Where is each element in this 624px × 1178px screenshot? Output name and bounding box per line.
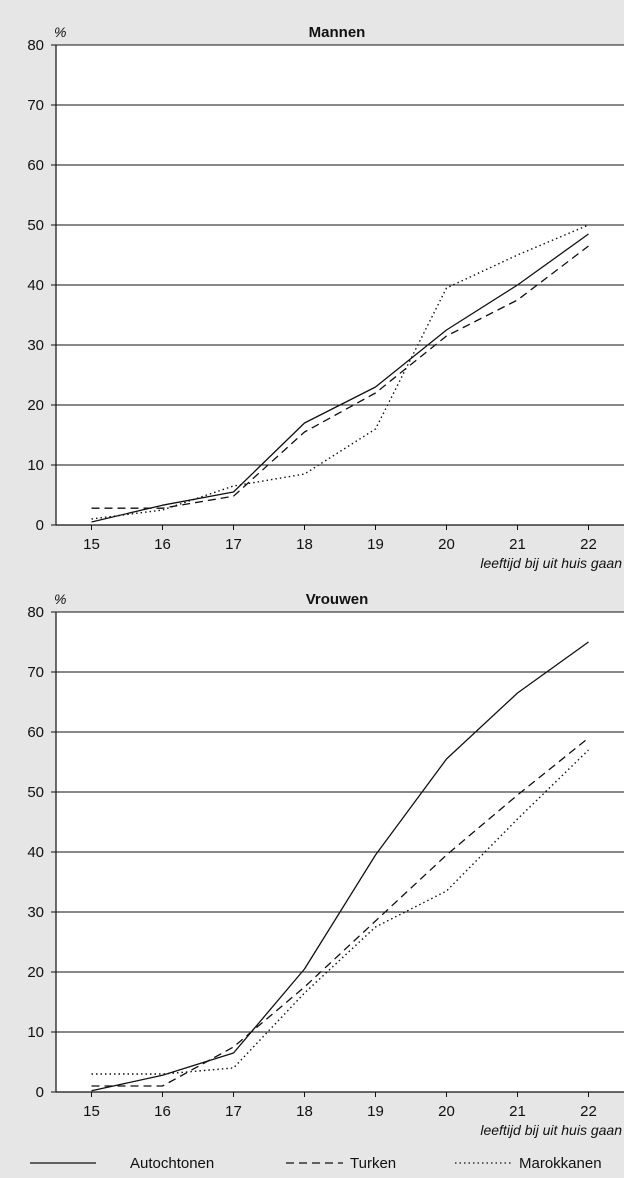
legend-label: Autochtonen [130,1155,214,1172]
x-axis-label: leeftijd bij uit huis gaan [480,555,622,571]
y-tick-label: 60 [27,724,44,741]
x-tick-label: 16 [154,1103,171,1120]
y-tick-label: 70 [27,97,44,114]
legend-label: Turken [350,1155,396,1172]
y-tick-label: 0 [36,1084,44,1101]
y-tick-label: 10 [27,1024,44,1041]
x-tick-label: 15 [83,536,100,553]
y-tick-label: 30 [27,904,44,921]
x-tick-label: 16 [154,536,171,553]
chart-panel-vrouwen: 0 10 20 30 40 50 60 70 80 15 16 17 18 19 20 21 22% Vrouwe… [27,591,624,1138]
x-axis-label: leeftijd bij uit huis gaan [480,1122,622,1138]
y-tick-label: 70 [27,664,44,681]
x-tick-label: 20 [438,1103,455,1120]
x-tick-label: 18 [296,536,313,553]
chart-panel-mannen: 0 10 20 30 40 50 60 70 80 15 16 17 18 19 20 21 22% Mannen… [27,24,624,571]
chart-title: Mannen [309,24,366,41]
y-axis-unit: % [54,591,66,607]
x-tick-label: 15 [83,1103,100,1120]
y-tick-label: 80 [27,604,44,621]
x-tick-label: 22 [580,1103,597,1120]
y-tick-label: 20 [27,964,44,981]
y-tick-label: 20 [27,397,44,414]
x-tick-label: 19 [367,1103,384,1120]
legend: Autochtonen Turken Marokkanen [30,1155,602,1172]
x-tick-label: 22 [580,536,597,553]
y-tick-label: 10 [27,457,44,474]
x-tick-label: 19 [367,536,384,553]
y-tick-label: 30 [27,337,44,354]
y-tick-label: 60 [27,157,44,174]
y-tick-label: 50 [27,217,44,234]
x-tick-label: 21 [509,536,526,553]
y-tick-label: 50 [27,784,44,801]
x-tick-label: 21 [509,1103,526,1120]
x-tick-label: 20 [438,536,455,553]
legend-label: Marokkanen [519,1155,602,1172]
x-tick-label: 18 [296,1103,313,1120]
x-tick-label: 17 [225,536,242,553]
y-tick-label: 80 [27,37,44,54]
y-tick-label: 0 [36,517,44,534]
y-tick-label: 40 [27,844,44,861]
y-axis-unit: % [54,24,66,40]
y-tick-label: 40 [27,277,44,294]
x-tick-label: 17 [225,1103,242,1120]
chart-title: Vrouwen [306,591,369,608]
